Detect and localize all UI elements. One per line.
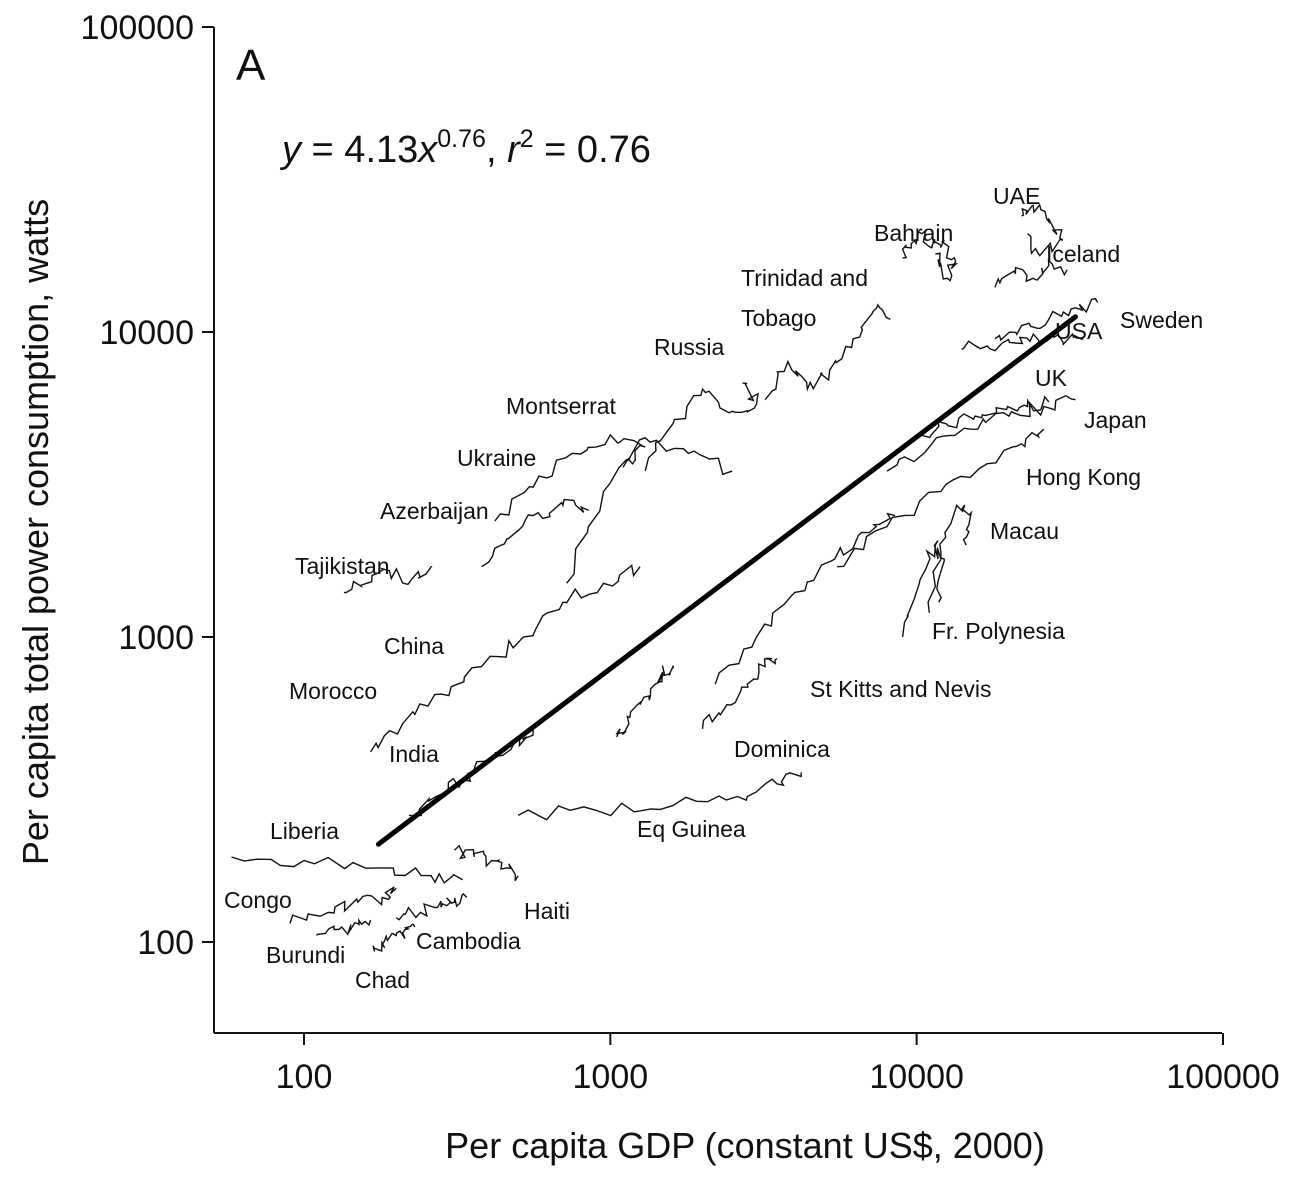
country-label: USA: [1055, 318, 1103, 344]
fit-line-group: [375, 314, 1078, 847]
x-tick-label: 100000: [1166, 1058, 1279, 1096]
country-label: Fr. Polynesia: [932, 618, 1065, 644]
country-label: Bahrain: [874, 220, 953, 246]
series-line: [644, 382, 759, 472]
country-label: Montserrat: [506, 393, 617, 419]
x-axis-title: Per capita GDP (constant US$, 2000): [445, 1125, 1045, 1166]
series-line: [316, 917, 372, 936]
series-line: [370, 564, 641, 753]
country-label: Sweden: [1120, 307, 1203, 333]
series-line: [289, 886, 397, 924]
panel-label: A: [236, 41, 266, 90]
series-line: [372, 923, 416, 952]
country-label: Russia: [654, 334, 725, 360]
axes: 100 1000 10000 100000 100 1000 10000 100000: [81, 9, 1280, 1096]
series-line: [764, 303, 891, 401]
series-line: [231, 856, 464, 884]
country-label: Congo: [224, 887, 292, 913]
series-line: [927, 504, 973, 613]
series-line: [1021, 203, 1064, 257]
country-label: Morocco: [289, 678, 377, 704]
x-tick-label: 100: [276, 1058, 333, 1096]
y-tick-label: 10000: [99, 314, 194, 352]
series-line: [615, 665, 675, 738]
country-label: Macau: [990, 518, 1059, 544]
equation-coef: = 4.13: [301, 129, 418, 171]
country-label: India: [389, 741, 439, 767]
equation-r: r: [507, 129, 521, 171]
country-label: Tajikistan: [295, 553, 390, 579]
equation-separator: ,: [486, 129, 507, 171]
regression-equation: y = 4.13x0.76, r2 = 0.76: [279, 125, 651, 171]
country-label: Hong Kong: [1026, 464, 1141, 490]
country-label: Liberia: [270, 818, 339, 844]
series-line: [994, 297, 1099, 342]
x-tick-label: 10000: [869, 1058, 964, 1096]
series-line: [395, 892, 468, 921]
y-tick-label: 100000: [81, 9, 194, 47]
country-label: UAE: [993, 183, 1040, 209]
x-tick-label: 1000: [573, 1058, 649, 1096]
series-line: [886, 395, 1076, 472]
country-label: Eq Guinea: [637, 816, 746, 842]
y-tick-label: 1000: [118, 619, 194, 657]
country-label: Tobago: [741, 305, 816, 331]
series-line: [343, 566, 433, 594]
country-label: Trinidad and: [741, 265, 868, 291]
country-label: Cambodia: [416, 928, 521, 954]
series-line: [454, 844, 519, 882]
series-line: [901, 540, 945, 638]
country-labels: UAE Bahrain Iceland Trinidad and Tobago USA Sw…: [224, 183, 1203, 993]
country-label: Iceland: [1046, 241, 1120, 267]
country-label: Burundi: [266, 942, 345, 968]
series-line: [714, 512, 896, 685]
equation-exponent: 0.76: [437, 125, 486, 153]
equation-r-value: = 0.76: [534, 129, 651, 171]
series-line: [701, 657, 778, 729]
series-line: [481, 498, 589, 568]
series-line: [901, 229, 959, 282]
country-label: China: [384, 633, 444, 659]
y-axis-title: Per capita total power consumption, watt…: [15, 199, 56, 865]
y-tick-label: 100: [137, 924, 194, 962]
country-label: UK: [1035, 365, 1068, 391]
country-label: Ukraine: [457, 445, 536, 471]
series-line: [837, 428, 1045, 568]
series-line: [994, 258, 1068, 288]
country-label: Dominica: [734, 736, 830, 762]
country-label: St Kitts and Nevis: [810, 676, 992, 702]
equation-r-exponent: 2: [520, 125, 534, 153]
fit-line: [375, 314, 1078, 847]
series-line: [566, 437, 733, 584]
equation-y: y: [279, 129, 303, 171]
country-label: Haiti: [524, 898, 570, 924]
series-line: [494, 433, 646, 522]
equation-x: x: [416, 129, 439, 171]
series-line: [517, 772, 802, 821]
country-label: Chad: [355, 967, 410, 993]
country-label: Azerbaijan: [380, 498, 489, 524]
series-line: [961, 332, 1084, 352]
country-label: Japan: [1084, 407, 1147, 433]
